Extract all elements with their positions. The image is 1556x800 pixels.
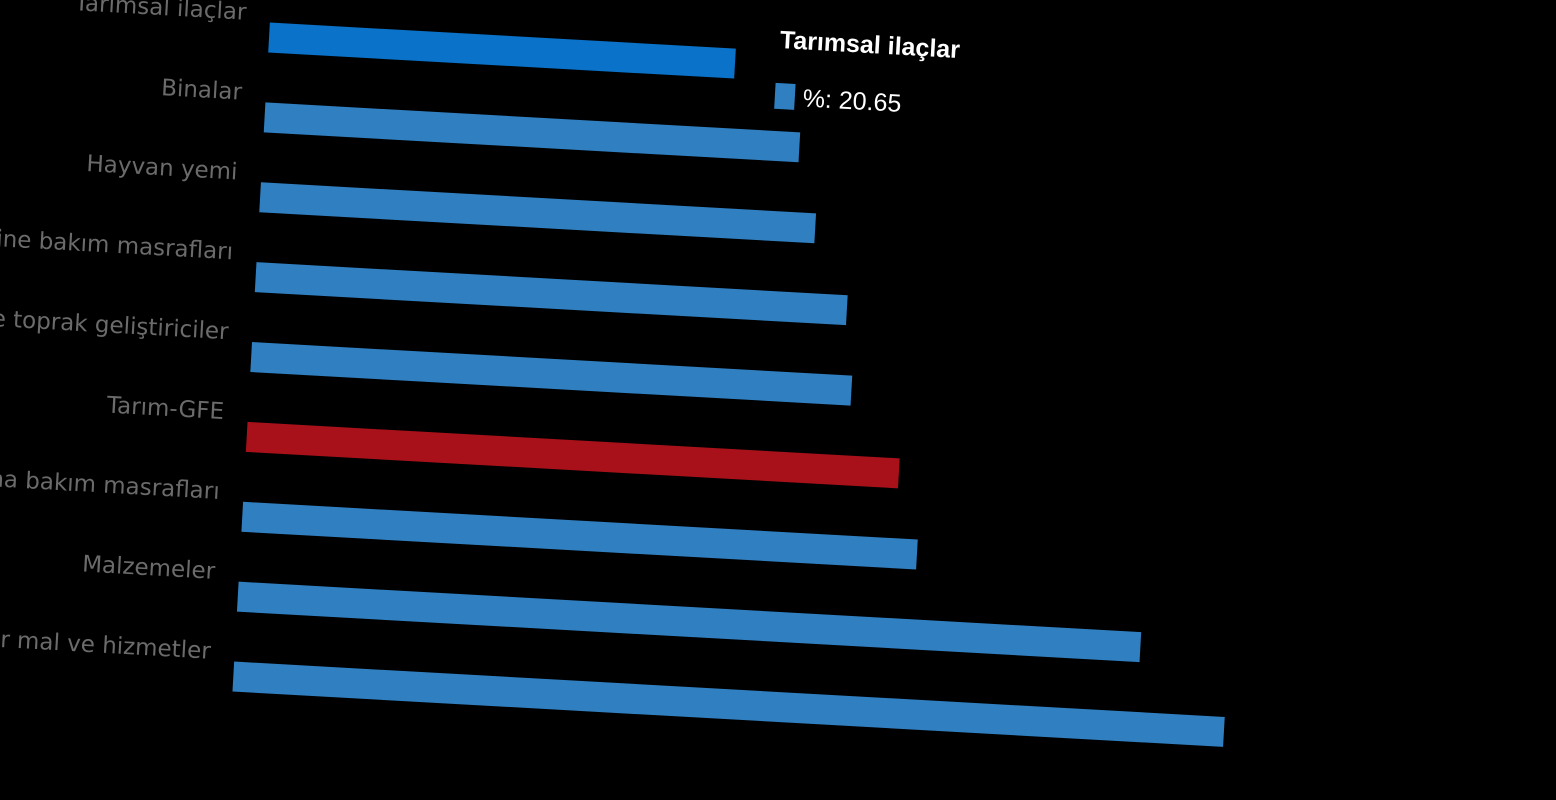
tooltip-title: Tarımsal ilaçlar [779,26,961,64]
plot-area: Tarımsal ilaçlar Binalar Hayvan yemi akine … [0,0,1225,747]
y-tick-label: akine bakım masrafları [0,225,234,266]
bar [254,262,848,326]
y-tick-label: ve toprak geliştiriciler [0,305,230,345]
bar [263,102,801,163]
bar [232,661,1225,747]
y-tick-label: Tarımsal ilaçlar [73,0,248,26]
y-tick-label: Malzemeler [81,551,216,584]
y-tick-label: Tarım-GFE [105,393,225,426]
tooltip-value: 20.65 [838,86,902,117]
bar [250,342,853,406]
y-tick-label: ğer mal ve hizmetler [0,625,212,664]
bar [245,421,900,489]
y-tick-label: Binalar [161,75,244,105]
bar [241,501,918,570]
y-tick-label: Hayvan yemi [86,151,238,185]
tooltip-text: %: 20.65 [802,84,902,117]
y-tick-label: Bina bakım masrafları [0,465,220,505]
bar [259,182,817,244]
tooltip-swatch [774,82,796,110]
tooltip: Tarımsal ilaçlar %: 20.65 [774,26,961,118]
bar [268,22,736,79]
bar [236,581,1142,663]
tooltip-label: %: [802,84,833,114]
